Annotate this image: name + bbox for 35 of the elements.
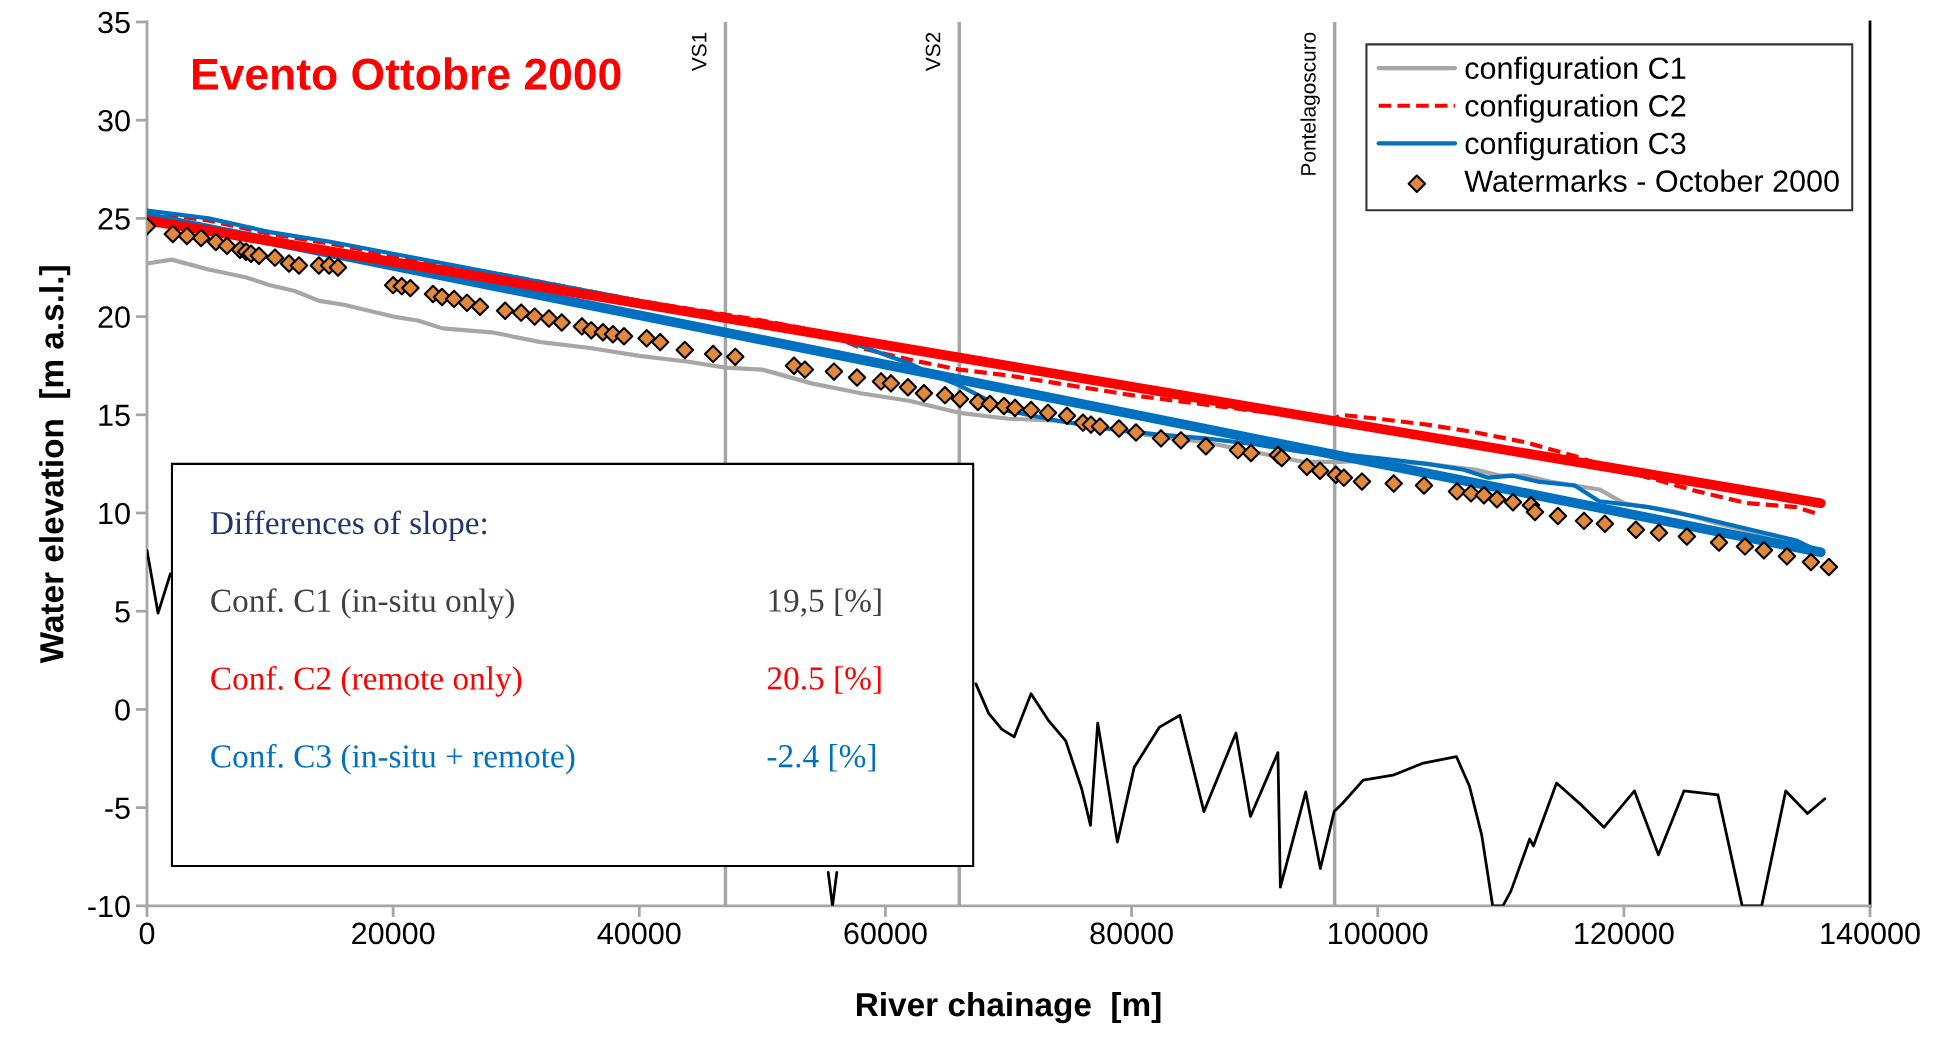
y-tick-label: -10: [88, 895, 130, 918]
x-tick-label: 80000: [1090, 922, 1173, 945]
y-tick-label: 5: [115, 601, 130, 623]
y-tick-label: 25: [98, 208, 130, 230]
annotation: Differences of slope:: [210, 510, 487, 542]
x-tick-label: 0: [139, 922, 155, 945]
x-tick-label: 40000: [597, 922, 681, 945]
y-tick-label: 20: [98, 306, 130, 328]
ref-line-label: VS2: [925, 32, 941, 72]
legend-label: configuration C2: [1465, 94, 1686, 123]
legend-label: configuration C1: [1465, 56, 1686, 86]
annotation: Conf. C2 (remote only): [211, 666, 522, 697]
annotation: 19,5 [%]: [769, 588, 881, 617]
y-tick-label: 10: [99, 502, 130, 525]
annotation: Conf. C3 (in-situ + remote): [211, 743, 575, 775]
y-tick-label: 30: [98, 109, 130, 132]
y-axis-title: Water elevation [m a.s.l.]: [39, 266, 71, 664]
x-axis-title: River chainage [m]: [856, 991, 1161, 1024]
text: Evento Ottobre 2000: [193, 57, 621, 90]
annotation: -2.4 [%]: [767, 744, 876, 772]
y-tick-label: 0: [115, 699, 130, 721]
y-tick-label: 15: [99, 404, 130, 427]
annotation: 20.5 [%]: [767, 666, 881, 694]
x-tick-label: 20000: [352, 922, 435, 945]
ref-line-label: Pontelagoscuro: [1300, 32, 1320, 175]
x-tick-label: 100000: [1329, 922, 1428, 945]
x-tick-label: 60000: [844, 922, 927, 945]
y-tick-label: -5: [105, 797, 130, 819]
y-tick-label: 35: [98, 11, 130, 34]
annotation: Conf. C1 (in-situ only): [211, 588, 514, 619]
ref-line-label: VS1: [691, 32, 707, 72]
legend-label: configuration C3: [1465, 131, 1686, 161]
x-tick-label: 120000: [1575, 922, 1674, 945]
legend-label: Watermarks - October 2000: [1464, 169, 1839, 193]
x-tick-label: 140000: [1821, 922, 1920, 945]
